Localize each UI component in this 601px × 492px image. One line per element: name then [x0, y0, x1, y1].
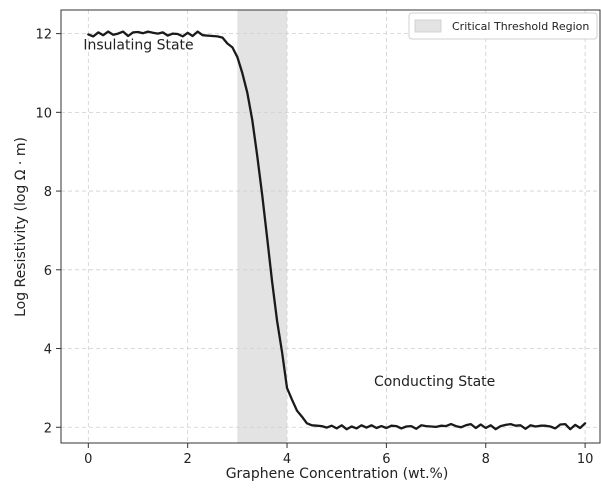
legend-label: Critical Threshold Region [452, 20, 589, 33]
y-tick-label: 10 [35, 106, 52, 121]
line-layer [87, 30, 587, 431]
state-annotation: Conducting State [374, 374, 495, 390]
y-tick-label: 6 [44, 264, 52, 279]
x-tick-label: 2 [184, 452, 192, 467]
plot-background [61, 10, 600, 443]
legend: Critical Threshold Region [408, 12, 598, 40]
annotation-layer: Insulating State Conducting State [83, 37, 495, 390]
y-tick-label: 12 [35, 28, 52, 43]
y-axis-title: Log Resistivity (log Ω · m) [13, 137, 29, 317]
legend-swatch [414, 19, 442, 33]
x-tick-label: 0 [84, 452, 92, 467]
critical-threshold-band [237, 10, 288, 443]
y-tick-label: 2 [44, 421, 52, 436]
y-tick-label: 8 [44, 185, 52, 200]
legend-box [408, 12, 598, 40]
plot-frame [60, 9, 601, 444]
tick-layer: 0 2 4 6 8 10 2 4 6 8 10 12 [35, 28, 593, 467]
resistivity-line [87, 30, 587, 431]
x-axis-title: Graphene Concentration (wt.%) [226, 466, 449, 482]
x-tick-label: 10 [577, 452, 594, 467]
y-tick-label: 4 [44, 343, 52, 358]
band-layer [237, 10, 288, 443]
x-tick-label: 6 [382, 452, 390, 467]
state-annotation: Insulating State [83, 37, 193, 53]
x-tick-label: 8 [482, 452, 490, 467]
x-tick-label: 4 [283, 452, 291, 467]
